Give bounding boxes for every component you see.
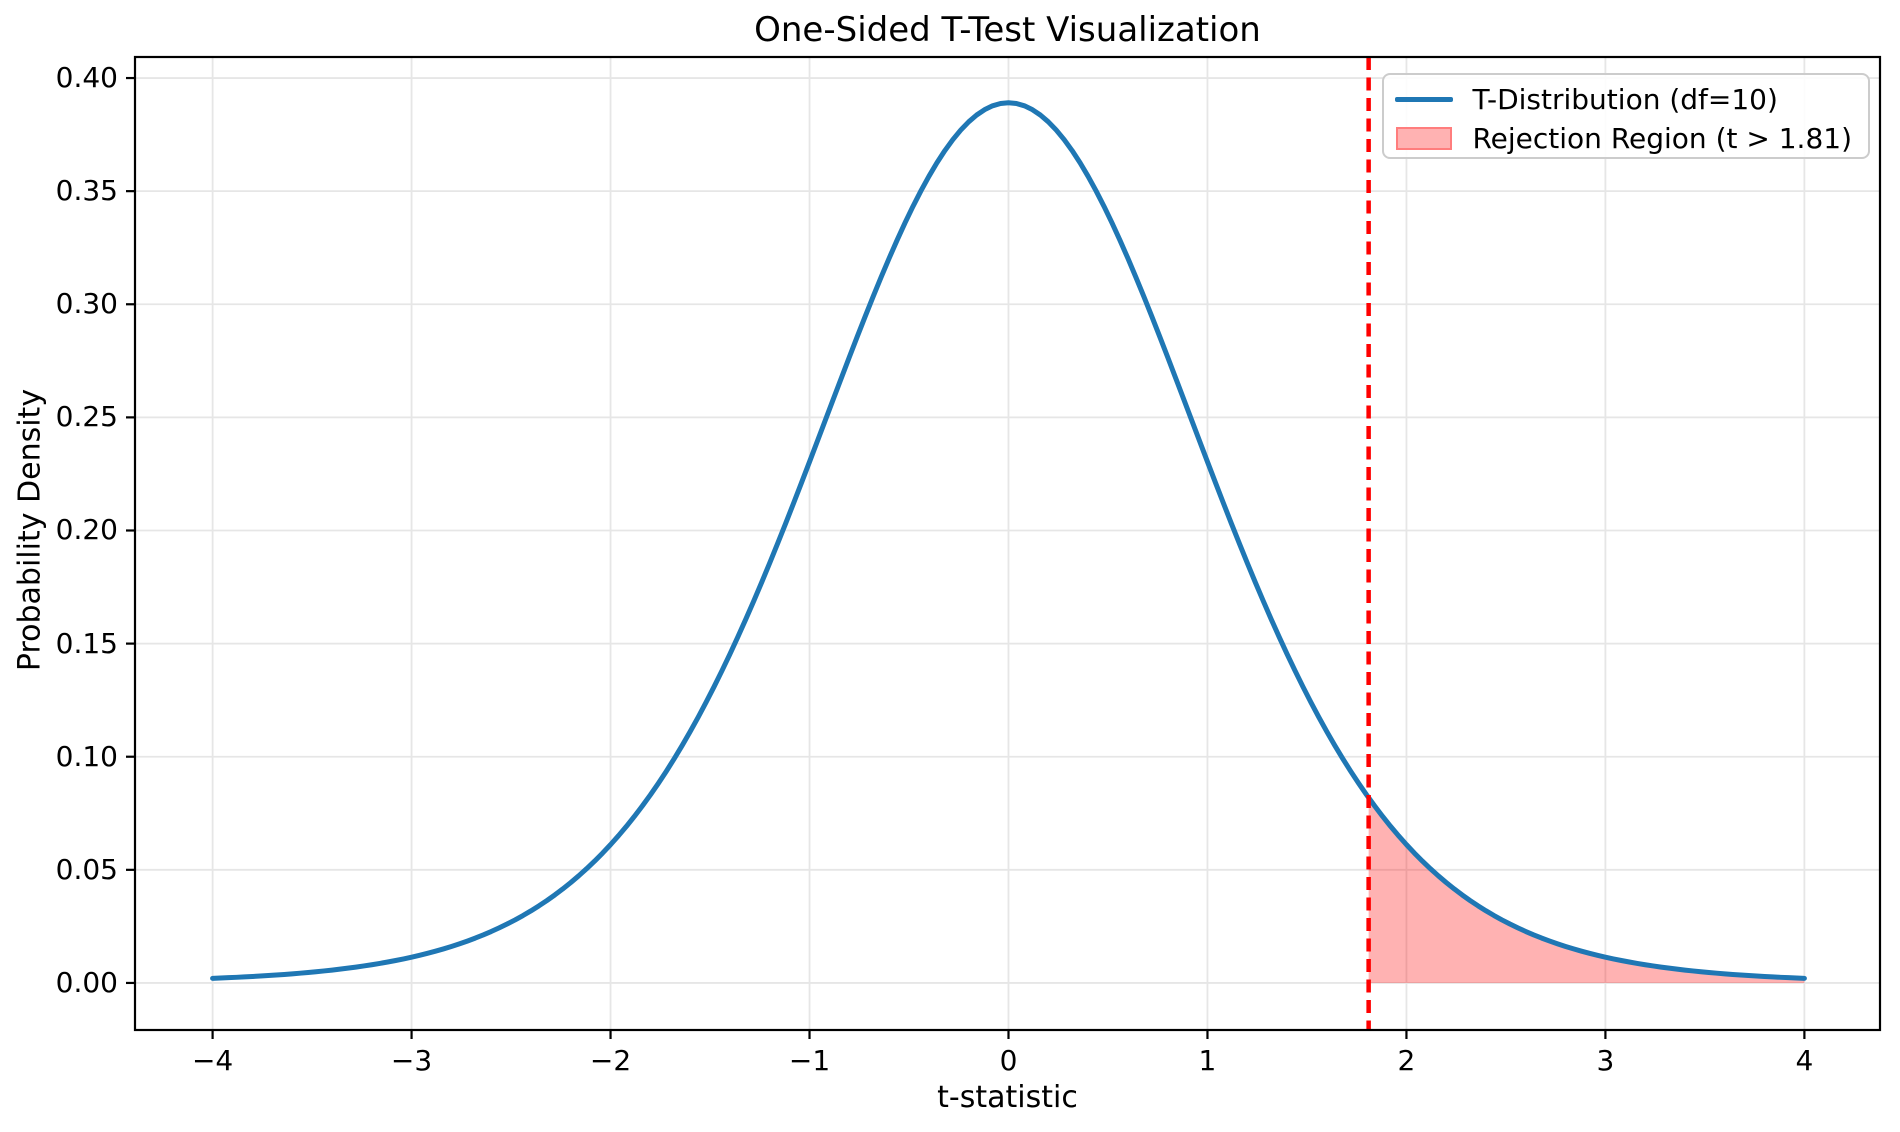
legend-patch-swatch-cell bbox=[1394, 127, 1454, 150]
y-tick-label: 0.35 bbox=[55, 174, 118, 208]
legend-item-rejection-region: Rejection Region (t > 1.81) bbox=[1394, 122, 1852, 155]
y-tick-label: 0.20 bbox=[55, 513, 118, 547]
legend-label-rejection-region: Rejection Region (t > 1.81) bbox=[1472, 122, 1852, 155]
x-tick-label: −2 bbox=[589, 1044, 632, 1077]
y-tick-label: 0.25 bbox=[55, 400, 118, 434]
x-tick-label: 3 bbox=[1596, 1044, 1615, 1077]
x-tick-label: 1 bbox=[1198, 1044, 1217, 1077]
x-tick-label: 2 bbox=[1397, 1044, 1416, 1077]
legend-patch-swatch bbox=[1396, 127, 1453, 150]
x-tick-label: −3 bbox=[390, 1044, 433, 1077]
y-tick-label: 0.05 bbox=[55, 852, 118, 886]
x-axis-label: t-statistic bbox=[937, 1080, 1078, 1115]
y-tick-label: 0.15 bbox=[55, 626, 118, 660]
x-tick-label: −1 bbox=[788, 1044, 831, 1077]
x-tick-label: −4 bbox=[191, 1044, 234, 1077]
y-tick-label: 0.00 bbox=[55, 965, 118, 999]
legend-label-t-distribution: T-Distribution (df=10) bbox=[1472, 83, 1778, 116]
rejection-region-fill bbox=[1368, 797, 1805, 983]
y-tick-label: 0.10 bbox=[55, 739, 118, 773]
legend-line-swatch-cell bbox=[1394, 97, 1454, 102]
chart-title: One-Sided T-Test Visualization bbox=[754, 10, 1261, 50]
y-tick-label: 0.30 bbox=[55, 287, 118, 321]
x-tick-label: 0 bbox=[999, 1044, 1018, 1077]
legend-item-t-distribution: T-Distribution (df=10) bbox=[1394, 83, 1852, 116]
distribution-curve bbox=[210, 100, 1807, 981]
y-tick-label: 0.40 bbox=[55, 61, 118, 95]
legend-line-swatch bbox=[1395, 97, 1454, 102]
axes-spines bbox=[133, 55, 1882, 1032]
x-tick-label: 4 bbox=[1795, 1044, 1814, 1077]
legend: T-Distribution (df=10) Rejection Region … bbox=[1382, 73, 1870, 159]
